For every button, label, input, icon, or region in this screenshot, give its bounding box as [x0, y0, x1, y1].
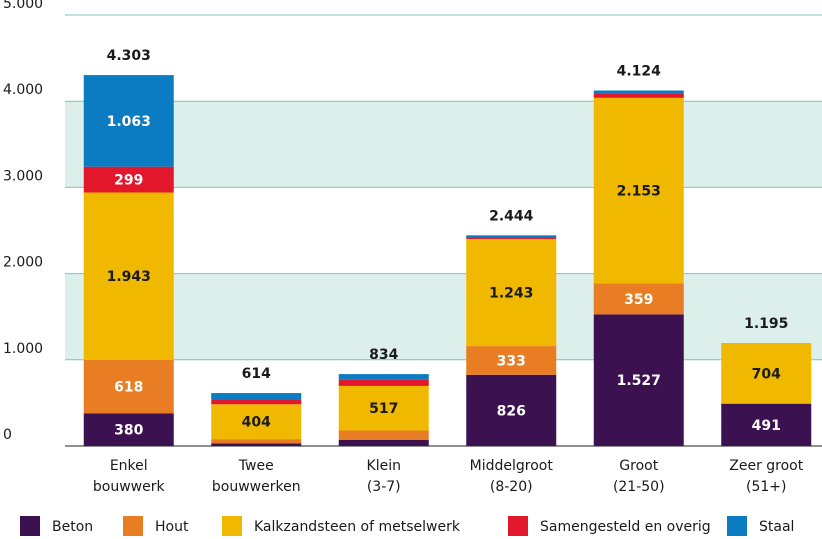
bar-segment: [338, 439, 429, 446]
x-tick-label: bouwwerken: [212, 479, 301, 495]
legend-swatch: [123, 516, 143, 536]
bar-segment: [593, 90, 684, 94]
x-tick-label: Klein: [367, 458, 401, 474]
bar-segment: [83, 75, 174, 167]
x-tick-label: (51+): [746, 479, 786, 495]
bar-segment: [338, 379, 429, 386]
bar-segment: [466, 346, 557, 375]
legend-swatch: [508, 516, 528, 536]
total-label: 614: [242, 366, 271, 382]
bar-segment: [721, 342, 812, 404]
bar-segment: [338, 385, 429, 431]
data-label: 1.063: [107, 114, 151, 130]
bar-segment: [83, 413, 174, 446]
bar-segment: [338, 430, 429, 440]
x-tick-label: (8-20): [490, 479, 533, 495]
legend-label: Beton: [52, 519, 93, 535]
data-label: 704: [752, 366, 781, 382]
y-tick-label: 3.000: [3, 168, 43, 184]
data-label: 359: [624, 292, 653, 308]
data-label: 2.153: [617, 184, 661, 200]
total-label: 834: [369, 347, 398, 363]
legend-label: Hout: [155, 519, 189, 535]
data-label: 826: [497, 403, 526, 419]
bar-segment: [211, 399, 302, 405]
bar-segment: [338, 374, 429, 380]
x-tick-label: (3-7): [367, 479, 401, 495]
data-label: 1.243: [489, 286, 533, 302]
data-label: 1.943: [107, 269, 151, 285]
data-label: 404: [242, 415, 271, 431]
bar-segment: [466, 237, 557, 239]
y-tick-label: 5.000: [3, 0, 43, 12]
data-label: 618: [114, 380, 143, 396]
x-tick-label: Middelgroot: [470, 458, 554, 474]
y-tick-label: 2.000: [3, 255, 43, 271]
bar-segment: [83, 192, 174, 360]
bar-segment: [593, 97, 684, 284]
bar-segment: [721, 403, 812, 446]
total-label: 2.444: [489, 208, 534, 224]
x-tick-label: Twee: [238, 458, 274, 474]
x-tick-label: Enkel: [110, 458, 148, 474]
legend-label: Staal: [759, 519, 794, 535]
total-label: 4.124: [617, 64, 662, 80]
x-tick-label: (21-50): [613, 479, 665, 495]
data-label: 517: [369, 401, 398, 417]
bar-segment: [211, 443, 302, 446]
legend-swatch: [20, 516, 40, 536]
data-label: 380: [114, 423, 143, 439]
total-label: 4.303: [107, 48, 151, 64]
plot-band: [65, 101, 822, 188]
bar-segment: [83, 166, 174, 193]
y-tick-label: 1.000: [3, 341, 43, 357]
data-label: 333: [497, 353, 526, 369]
legend-label: Samengesteld en overig: [540, 519, 711, 535]
bar-segment: [593, 314, 684, 446]
bar-segment: [466, 238, 557, 347]
legend-swatch: [727, 516, 747, 536]
data-label: 1.527: [617, 373, 661, 389]
plot-band: [65, 273, 822, 360]
data-label: 299: [114, 173, 143, 189]
x-tick-label: Zeer groot: [729, 458, 803, 474]
bar-segment: [211, 393, 302, 400]
bar-segment: [211, 439, 302, 444]
data-label: 491: [752, 418, 781, 434]
bar-segment: [466, 374, 557, 446]
bar-segment: [466, 235, 557, 238]
legend-swatch: [222, 516, 242, 536]
bar-segment: [593, 93, 684, 98]
x-tick-label: Groot: [619, 458, 658, 474]
bar-segment: [211, 404, 302, 440]
x-tick-label: bouwwerk: [93, 479, 166, 495]
y-tick-label: 0: [3, 427, 12, 443]
bar-segment: [83, 359, 174, 414]
y-tick-label: 4.000: [3, 82, 43, 98]
total-label: 1.195: [744, 316, 788, 332]
bar-segment: [593, 283, 684, 315]
legend-label: Kalkzandsteen of metselwerk: [254, 519, 461, 535]
